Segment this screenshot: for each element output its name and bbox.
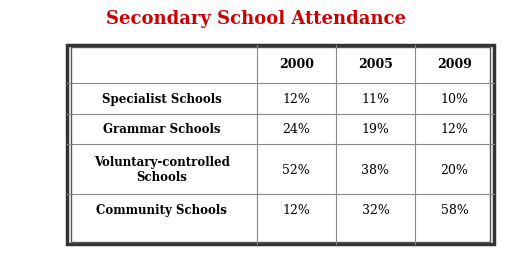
- Text: 2000: 2000: [279, 58, 314, 71]
- Text: 10%: 10%: [440, 92, 468, 105]
- Text: 58%: 58%: [441, 203, 468, 216]
- Text: 20%: 20%: [441, 163, 468, 176]
- Text: 12%: 12%: [283, 92, 310, 105]
- Text: Secondary School Attendance: Secondary School Attendance: [106, 10, 406, 28]
- Text: 38%: 38%: [361, 163, 390, 176]
- Text: 19%: 19%: [361, 123, 390, 136]
- Text: 12%: 12%: [283, 203, 310, 216]
- Text: Voluntary-controlled
Schools: Voluntary-controlled Schools: [94, 156, 229, 183]
- Text: 2005: 2005: [358, 58, 393, 71]
- Text: 24%: 24%: [283, 123, 310, 136]
- Text: 2009: 2009: [437, 58, 472, 71]
- Text: Grammar Schools: Grammar Schools: [103, 123, 221, 136]
- Text: Community Schools: Community Schools: [96, 203, 227, 216]
- Text: 32%: 32%: [361, 203, 390, 216]
- Text: 52%: 52%: [283, 163, 310, 176]
- Text: Specialist Schools: Specialist Schools: [102, 92, 222, 105]
- Text: 11%: 11%: [361, 92, 390, 105]
- Text: 12%: 12%: [441, 123, 468, 136]
